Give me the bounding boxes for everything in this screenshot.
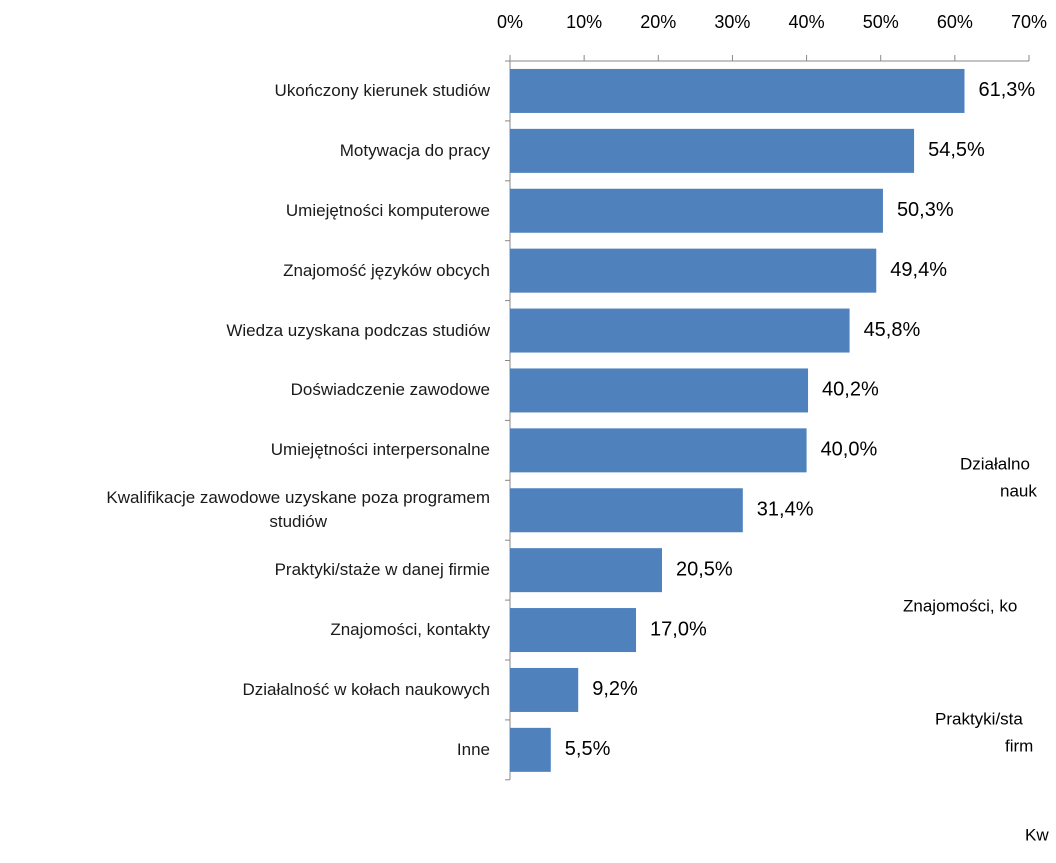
y-tick-label: Doświadczenie zawodowe	[290, 380, 490, 400]
bar	[510, 188, 883, 233]
bar	[510, 608, 637, 653]
y-tick-label: Ukończony kierunek studiów	[274, 80, 490, 100]
value-label: 31,4%	[757, 499, 814, 521]
value-label: 50,3%	[897, 199, 954, 221]
y-tick-label: Umiejętności interpersonalne	[270, 440, 490, 460]
value-label: 61,3%	[978, 79, 1035, 101]
value-label: 17,0%	[650, 618, 707, 640]
y-tick-label: Praktyki/staże w danej firmie	[274, 560, 490, 580]
y-tick-label: Motywacja do pracy	[339, 140, 490, 160]
bar	[510, 428, 807, 473]
x-tick-label: 20%	[640, 12, 676, 32]
value-label: 45,8%	[864, 319, 921, 341]
annotation: Znajomości, ko	[903, 596, 1017, 615]
x-tick-label: 30%	[714, 12, 750, 32]
bar	[510, 248, 877, 293]
x-tick-label: 70%	[1011, 12, 1047, 32]
value-label: 20,5%	[676, 558, 733, 580]
bar	[510, 308, 850, 353]
y-tick-label: Wiedza uzyskana podczas studiów	[226, 320, 490, 340]
annotation: Praktyki/sta	[935, 709, 1023, 728]
y-tick-label: Umiejętności komputerowe	[285, 200, 490, 220]
x-tick-label: 50%	[863, 12, 899, 32]
y-tick-label: Znajomość języków obcych	[283, 260, 490, 280]
y-tick-label: Znajomości, kontakty	[330, 620, 490, 640]
value-label: 40,0%	[821, 439, 878, 461]
x-tick-label: 0%	[497, 12, 523, 32]
value-label: 9,2%	[592, 678, 638, 700]
x-tick-label: 40%	[789, 12, 825, 32]
x-tick-label: 10%	[566, 12, 602, 32]
y-tick-label: Działalność w kołach naukowych	[242, 679, 490, 699]
x-tick-label: 60%	[937, 12, 973, 32]
bar	[510, 368, 809, 413]
bar	[510, 548, 662, 593]
bar	[510, 68, 965, 113]
annotation: Kw	[1025, 825, 1049, 844]
y-tick-label: Kwalifikacje zawodowe uzyskane poza prog…	[106, 488, 490, 532]
value-label: 54,5%	[928, 139, 985, 161]
annotation: firm	[1005, 736, 1033, 755]
bar	[510, 128, 915, 173]
bar	[510, 727, 551, 772]
value-label: 40,2%	[822, 379, 879, 401]
bar	[510, 667, 579, 712]
value-label: 49,4%	[890, 259, 947, 281]
annotation: Działalno	[960, 454, 1030, 473]
value-label: 5,5%	[565, 738, 611, 760]
bar	[510, 488, 743, 533]
y-tick-label: Inne	[456, 739, 490, 759]
annotation: nauk	[1000, 481, 1037, 500]
